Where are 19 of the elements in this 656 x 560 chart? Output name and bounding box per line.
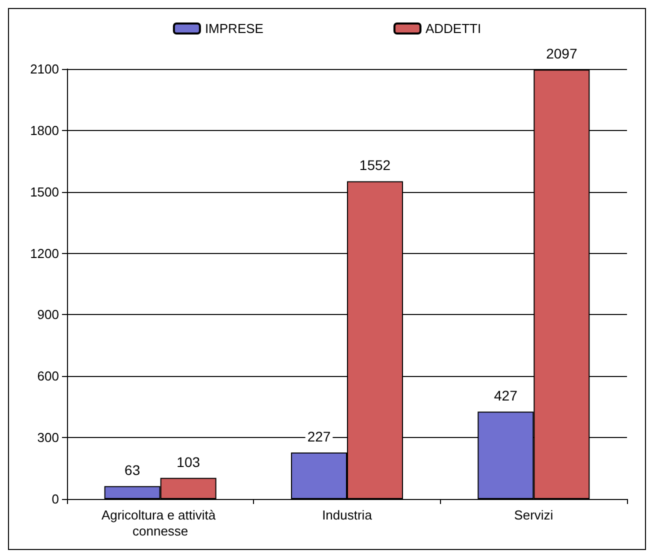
y-tick-label: 0 [52,492,59,506]
data-label: 227 [307,428,331,445]
y-tick-label: 2100 [30,62,59,76]
legend-label: IMPRESE [204,21,264,36]
y-tick-label: 600 [37,368,59,384]
x-tick-label: Industria [322,508,373,522]
data-label: 1552 [359,157,391,174]
y-tick-label: 1500 [30,184,59,200]
y-tick-label: 300 [37,430,59,446]
data-label: 63 [124,462,140,478]
y-tick-label: 1200 [30,246,59,261]
data-label: 103 [176,454,200,470]
data-label: 2097 [546,46,578,62]
x-tick-label: Agricoltura e attività connesse [101,508,220,538]
data-label: 427 [494,388,518,404]
x-tick-label: Servizi [514,508,554,522]
legend-label: ADDETTI [425,21,482,36]
y-tick-label: 1800 [30,122,59,138]
y-tick-label: 900 [37,307,59,322]
